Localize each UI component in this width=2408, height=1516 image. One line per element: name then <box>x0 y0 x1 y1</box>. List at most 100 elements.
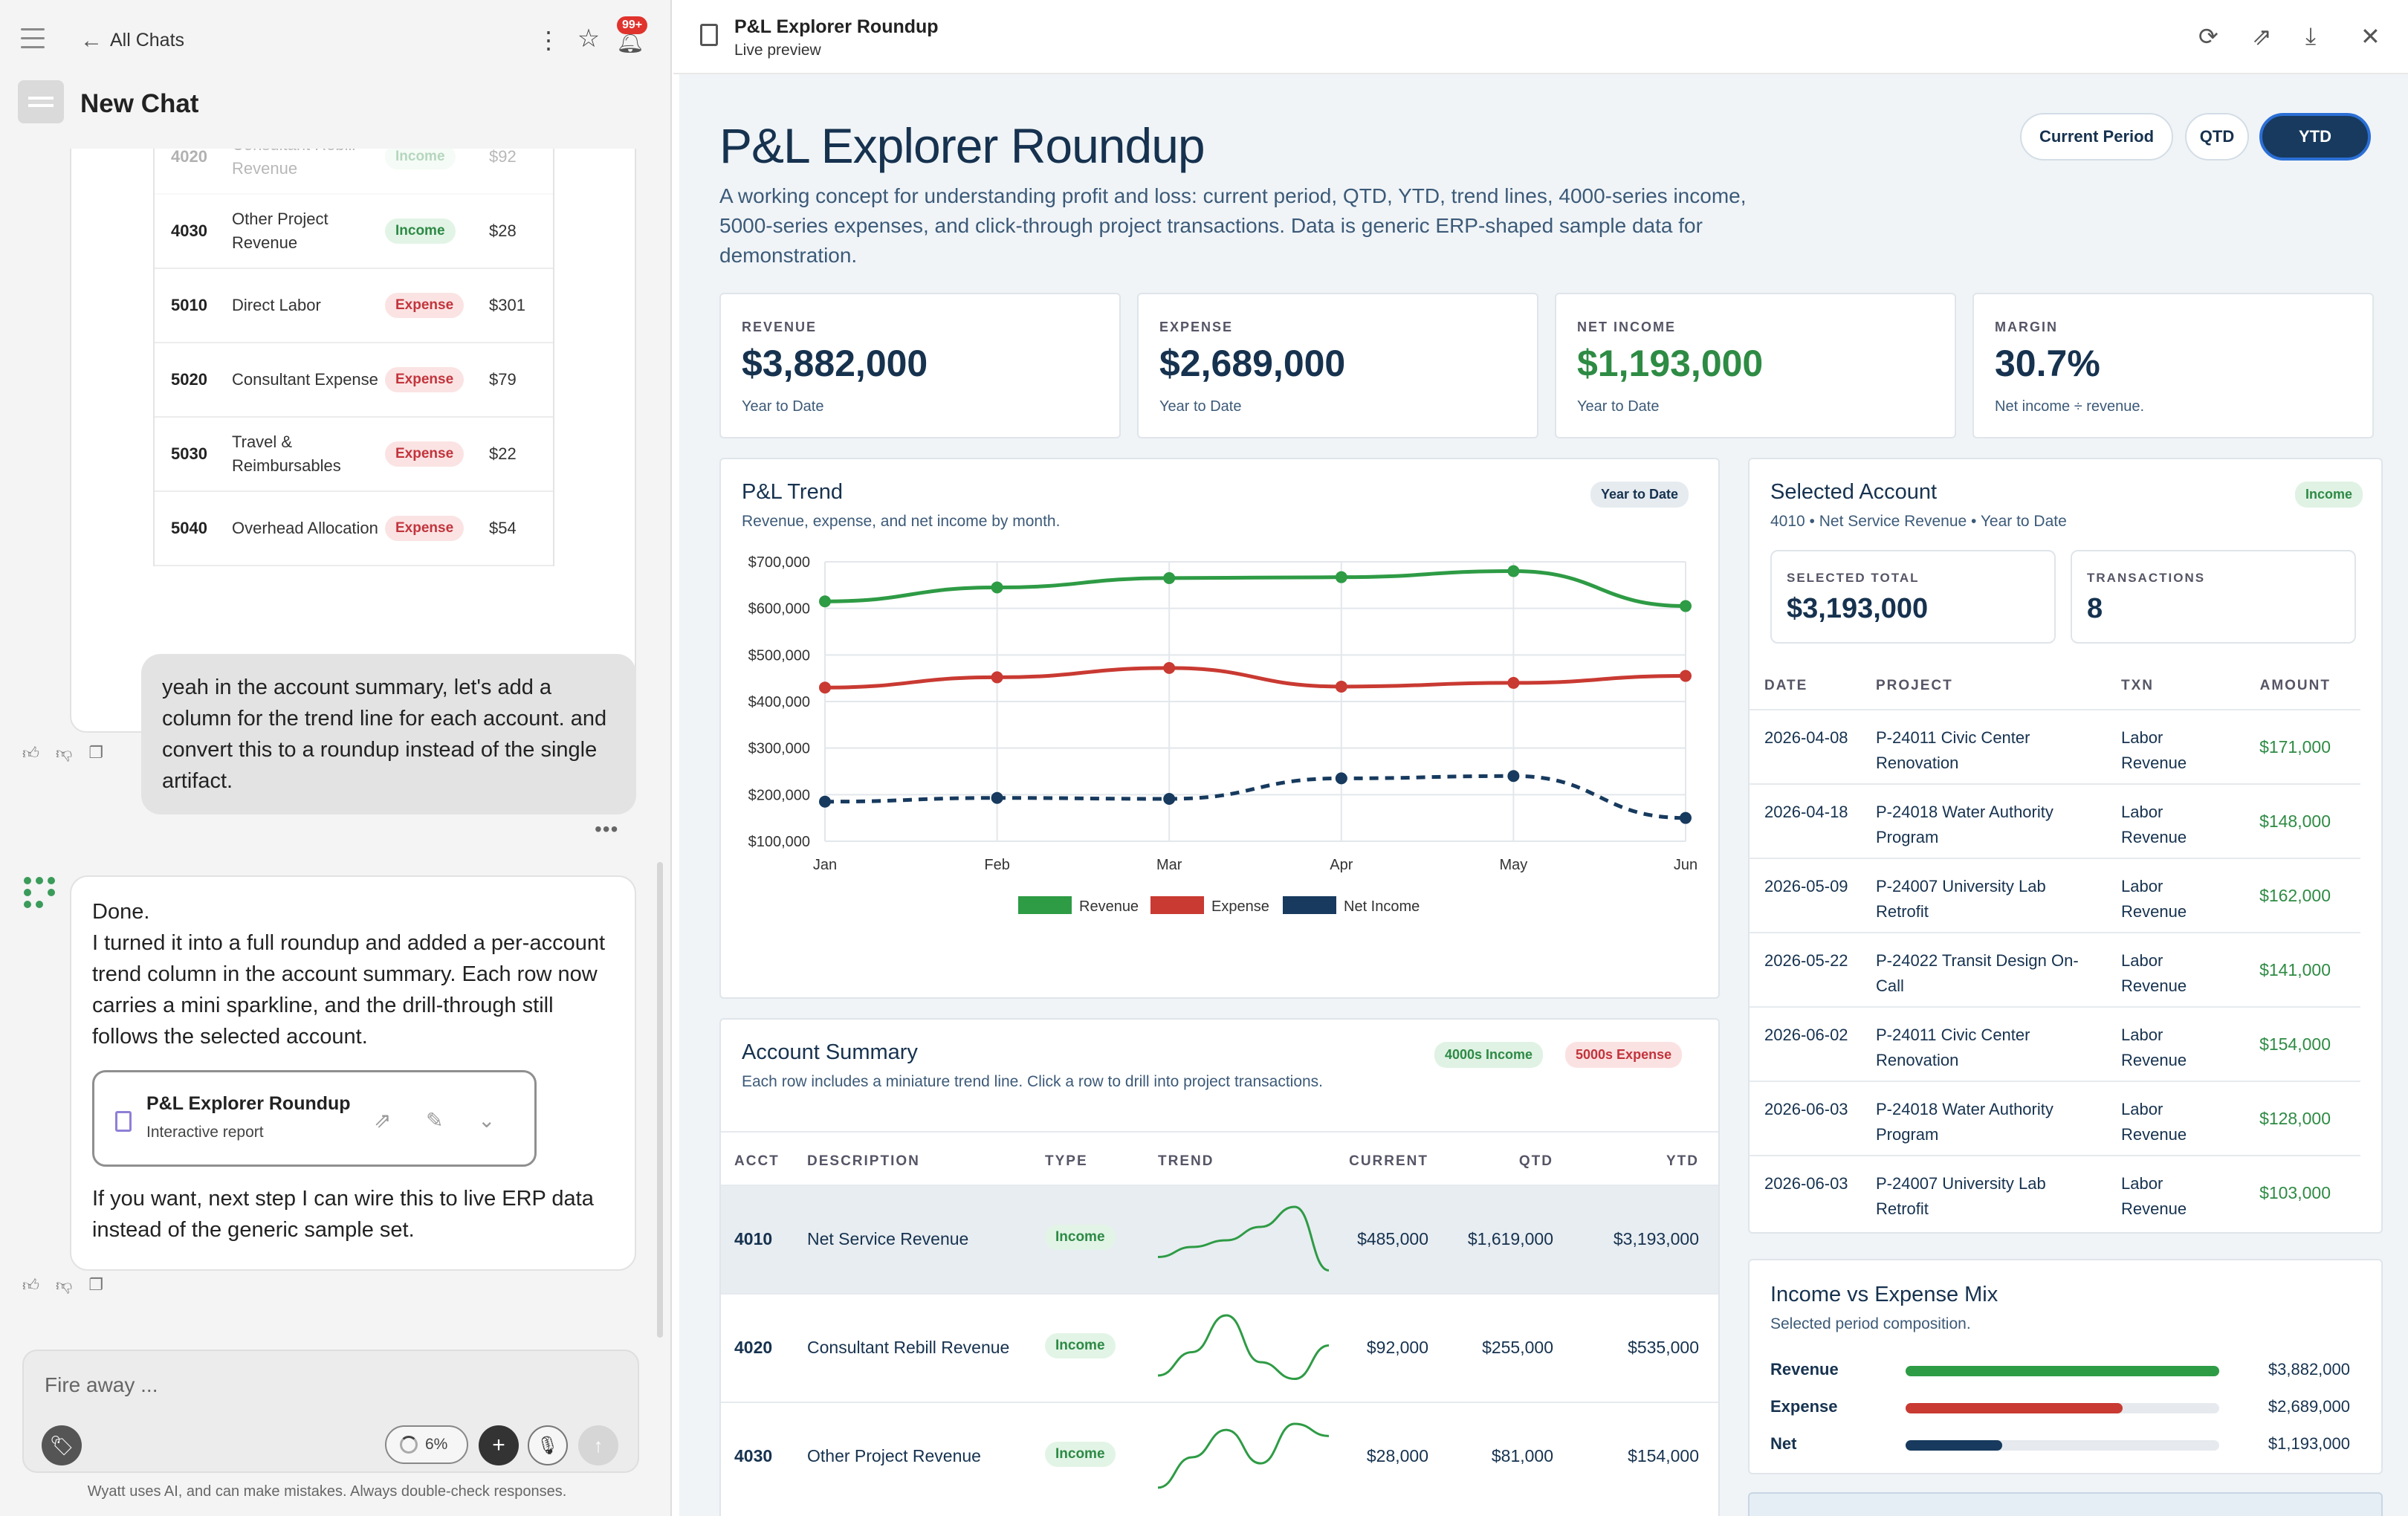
summary-row-4020[interactable]: 4020 Consultant Rebill Revenue Income $92,0… <box>721 1293 1718 1402</box>
data-point[interactable] <box>1335 571 1347 583</box>
sparkline-path <box>1157 1422 1330 1489</box>
microphone-icon[interactable]: 🎙︎ <box>528 1425 568 1465</box>
data-point[interactable] <box>1335 680 1347 693</box>
message-more-icon[interactable]: ••• <box>595 817 619 840</box>
period-ytd-button[interactable]: YTD <box>2259 113 2371 161</box>
row-acct: 5030 <box>171 444 207 463</box>
thumbs-up-icon[interactable]: 👍︎ <box>22 1276 39 1295</box>
trend-subtitle: Revenue, expense, and net income by mont… <box>742 513 1061 530</box>
more-options-icon[interactable]: ⋮ <box>537 27 560 54</box>
series-line-revenue[interactable] <box>824 569 1686 609</box>
send-button[interactable]: ↑ <box>578 1425 618 1465</box>
data-point[interactable] <box>1680 812 1692 824</box>
tag-icon[interactable]: 🏷︎ <box>42 1425 82 1465</box>
row-ytd: $3,193,000 <box>1613 1229 1699 1248</box>
data-point[interactable] <box>991 581 1003 594</box>
row-type-cell: Expense <box>385 516 489 541</box>
row-type-pill: Income <box>1045 1225 1116 1250</box>
transactions-label: TRANSACTIONS <box>2087 571 2206 585</box>
transaction-row[interactable]: 2026-06-03 P-24018 Water Authority Progra… <box>1750 1081 2360 1155</box>
trend-chart[interactable]: $100,000 $200,000 $300,000 $400,000 $500,000… <box>721 540 1720 993</box>
row-acct: 4030 <box>734 1446 773 1465</box>
data-point[interactable] <box>1507 565 1520 577</box>
menu-icon[interactable] <box>21 28 48 51</box>
star-icon[interactable]: ☆ <box>577 25 601 53</box>
transaction-row[interactable]: 2026-06-03 P-24007 University Lab Retrofi… <box>1750 1155 2360 1229</box>
chat-scrollbar[interactable] <box>657 862 663 1338</box>
data-point[interactable] <box>1507 676 1520 689</box>
assistant-logo-icon <box>24 877 55 908</box>
summary-row-4030[interactable]: 4030 Other Project Revenue Income $28,000 $8… <box>721 1402 1718 1510</box>
edit-icon[interactable]: ✎ <box>426 1109 444 1132</box>
message-input[interactable]: Fire away ... <box>45 1373 158 1396</box>
data-point[interactable] <box>1163 661 1176 674</box>
series-line-expense[interactable] <box>824 666 1686 690</box>
data-point[interactable] <box>1163 792 1176 805</box>
thumbs-up-icon[interactable]: 👍︎ <box>22 744 39 762</box>
row-type-cell: Income <box>1045 1442 1116 1467</box>
message-composer[interactable]: Fire away ... 🏷︎ 6% + 🎙︎ ↑ <box>22 1350 639 1473</box>
account-summary-card: Account Summary Each row includes a mini… <box>719 1018 1720 1516</box>
y-tick-label: $500,000 <box>748 647 810 664</box>
download-icon[interactable]: ⤓ <box>2305 22 2317 49</box>
series-line-net-income[interactable] <box>824 774 1686 820</box>
transaction-row[interactable]: 2026-05-09 P-24007 University Lab Retrofi… <box>1750 858 2360 932</box>
open-external-icon[interactable]: ⇗ <box>2252 23 2272 50</box>
add-attachment-button[interactable]: + <box>479 1425 519 1465</box>
back-arrow-icon[interactable]: ← <box>80 28 103 53</box>
data-point[interactable] <box>1163 571 1176 584</box>
row-type-cell: Income <box>385 149 489 169</box>
data-point[interactable] <box>819 795 831 808</box>
report-canvas[interactable]: P&L Explorer Roundup A working concept f… <box>679 74 2408 1516</box>
txn-amount: $171,000 <box>2259 737 2331 757</box>
period-qtd-button[interactable]: QTD <box>2185 113 2249 161</box>
trend-title: P&L Trend <box>742 480 843 504</box>
open-external-icon[interactable]: ⇗ <box>374 1109 392 1132</box>
data-point[interactable] <box>1507 770 1520 783</box>
x-tick-label: Mar <box>1156 857 1182 873</box>
data-point[interactable] <box>991 671 1003 684</box>
row-sparkline <box>1157 1205 1330 1272</box>
period-current-button[interactable]: Current Period <box>2020 113 2173 161</box>
chat-topbar: ← All Chats ⋮ ☆ 🔔︎ 99+ <box>0 0 670 74</box>
all-chats-link[interactable]: All Chats <box>110 30 185 51</box>
summary-row-4010[interactable]: 4010 Net Service Revenue Income $485,000 $1,… <box>721 1185 1718 1293</box>
previous-table-scrollbar[interactable] <box>575 149 583 507</box>
transaction-row[interactable]: 2026-04-18 P-24018 Water Authority Progra… <box>1750 783 2360 858</box>
y-tick-label: $300,000 <box>748 741 810 757</box>
data-point[interactable] <box>1335 772 1347 785</box>
thumbs-down-icon[interactable]: 👎︎ <box>56 1276 73 1295</box>
txn-project: P-24018 Water Authority Program <box>1876 1100 2053 1144</box>
col-project: PROJECT <box>1876 678 1953 693</box>
transaction-row[interactable]: 2026-06-02 P-24011 Civic Center Renovatio… <box>1750 1006 2360 1081</box>
y-tick-label: $600,000 <box>748 601 810 618</box>
context-usage[interactable]: 6% <box>385 1425 468 1464</box>
mix-label: Expense <box>1770 1397 1838 1416</box>
transaction-row[interactable]: 2026-05-22 P-24022 Transit Design On-Call… <box>1750 932 2360 1006</box>
row-current: $28,000 <box>1366 1446 1428 1465</box>
copy-icon[interactable]: ❐ <box>88 1275 104 1294</box>
row-description: Net Service Revenue <box>807 1229 969 1248</box>
transaction-row[interactable]: 2026-04-08 P-24011 Civic Center Renovatio… <box>1750 709 2360 783</box>
chevron-down-icon[interactable]: ⌄ <box>478 1109 496 1132</box>
close-icon[interactable]: ✕ <box>2360 23 2381 50</box>
row-acct: 5040 <box>171 519 207 537</box>
sparkline-path <box>1157 1205 1330 1272</box>
txn-amount: $128,000 <box>2259 1109 2331 1128</box>
row-amount: $301 <box>489 296 525 314</box>
y-tick-label: $400,000 <box>748 694 810 710</box>
transactions-count-box: TRANSACTIONS 8 <box>2071 550 2356 644</box>
artifact-card[interactable]: P&L Explorer Roundup Interactive report … <box>92 1070 537 1167</box>
feedback-row: 👍︎ 👎︎ ❐ <box>22 743 103 763</box>
data-point[interactable] <box>819 595 831 608</box>
refresh-icon[interactable]: ⟳ <box>2198 23 2218 50</box>
data-point[interactable] <box>1680 600 1692 612</box>
x-tick-label: May <box>1500 857 1528 873</box>
data-point[interactable] <box>1680 670 1692 682</box>
copy-icon[interactable]: ❐ <box>88 743 104 762</box>
txn-amount: $103,000 <box>2259 1183 2331 1202</box>
thumbs-down-icon[interactable]: 👎︎ <box>56 744 73 762</box>
data-point[interactable] <box>819 681 831 694</box>
data-point[interactable] <box>991 791 1003 804</box>
